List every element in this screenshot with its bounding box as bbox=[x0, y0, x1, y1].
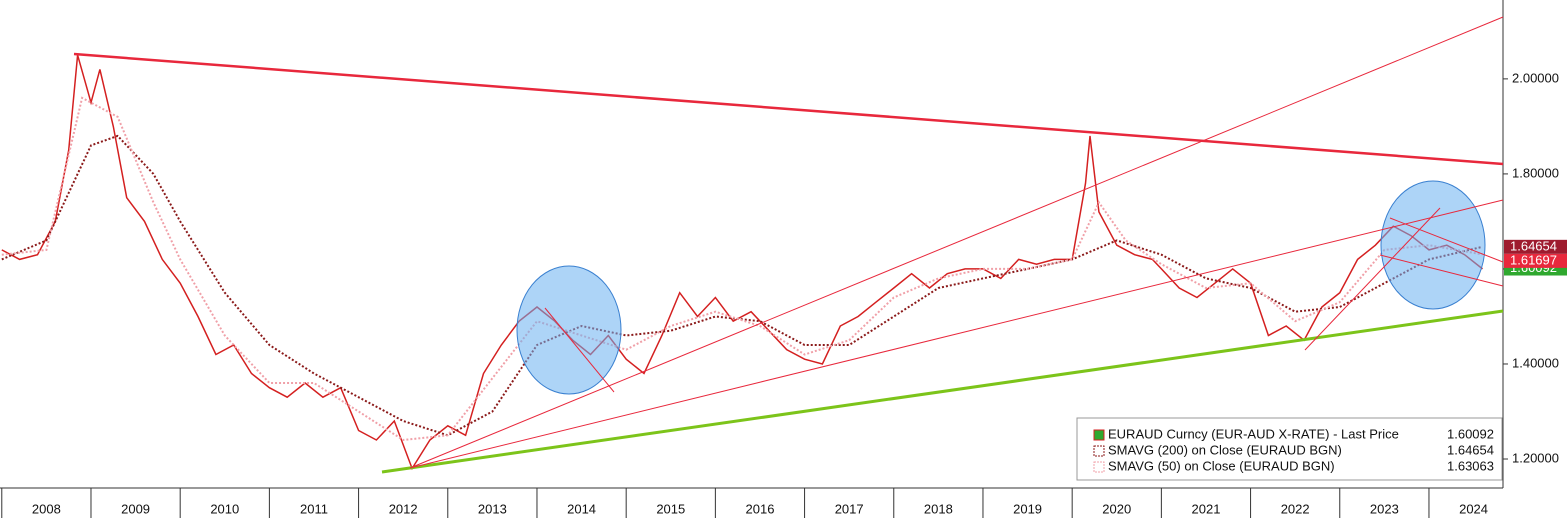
x-tick-label: 2010 bbox=[210, 501, 239, 516]
y-tick-label: 1.40000 bbox=[1512, 355, 1559, 370]
x-tick-label: 2017 bbox=[835, 501, 864, 516]
x-tick-label: 2024 bbox=[1459, 501, 1488, 516]
x-tick-label: 2023 bbox=[1370, 501, 1399, 516]
trend-line bbox=[1389, 217, 1504, 263]
x-tick-label: 2021 bbox=[1192, 501, 1221, 516]
x-tick-label: 2011 bbox=[300, 501, 328, 516]
series-line bbox=[1, 134, 1483, 437]
annotations bbox=[73, 16, 1504, 474]
trend-line bbox=[1304, 207, 1441, 351]
price-tag-label: 1.64654 bbox=[1510, 238, 1557, 253]
legend-value: 1.60092 bbox=[1447, 426, 1494, 441]
x-tick-label: 2014 bbox=[567, 501, 596, 516]
x-tick-label: 2015 bbox=[656, 501, 685, 516]
series-line bbox=[1, 54, 1483, 471]
y-tick-label: 1.80000 bbox=[1512, 165, 1559, 180]
legend-value: 1.63063 bbox=[1447, 458, 1494, 473]
x-tick-label: 2016 bbox=[746, 501, 775, 516]
x-tick-label: 2018 bbox=[924, 501, 953, 516]
x-tick-label: 2012 bbox=[389, 501, 418, 516]
trend-line bbox=[409, 16, 1504, 469]
highlight-circle bbox=[516, 265, 622, 395]
x-tick-label: 2013 bbox=[478, 501, 507, 516]
x-tick-label: 2020 bbox=[1102, 501, 1131, 516]
price-tag-label: 1.61697 bbox=[1510, 252, 1557, 267]
x-tick-label: 2019 bbox=[1013, 501, 1042, 516]
trend-line bbox=[409, 199, 1504, 469]
x-tick-label: 2008 bbox=[32, 501, 61, 516]
x-tick-label: 2022 bbox=[1281, 501, 1310, 516]
y-tick-label: 1.20000 bbox=[1512, 450, 1559, 465]
trend-line bbox=[1379, 254, 1504, 287]
y-tick-label: 2.00000 bbox=[1512, 70, 1559, 85]
trend-line bbox=[544, 307, 615, 393]
highlight-circle bbox=[1380, 180, 1486, 310]
legend-label: EURAUD Curncy (EUR-AUD X-RATE) - Last Pr… bbox=[1108, 426, 1399, 441]
legend-box bbox=[1076, 417, 1503, 481]
price-tag bbox=[1504, 239, 1567, 254]
trend-line bbox=[73, 52, 1504, 166]
legend-label: SMAVG (50) on Close (EURAUD BGN) bbox=[1108, 458, 1335, 473]
legend-label: SMAVG (200) on Close (EURAUD BGN) bbox=[1108, 442, 1342, 457]
series-line bbox=[1, 96, 1483, 442]
legend-swatch bbox=[1093, 445, 1105, 457]
legend-swatch bbox=[1093, 429, 1105, 441]
x-tick-label: 2009 bbox=[121, 501, 150, 516]
legend-value: 1.64654 bbox=[1447, 442, 1494, 457]
legend-swatch bbox=[1093, 461, 1105, 473]
price-tag bbox=[1504, 253, 1567, 268]
